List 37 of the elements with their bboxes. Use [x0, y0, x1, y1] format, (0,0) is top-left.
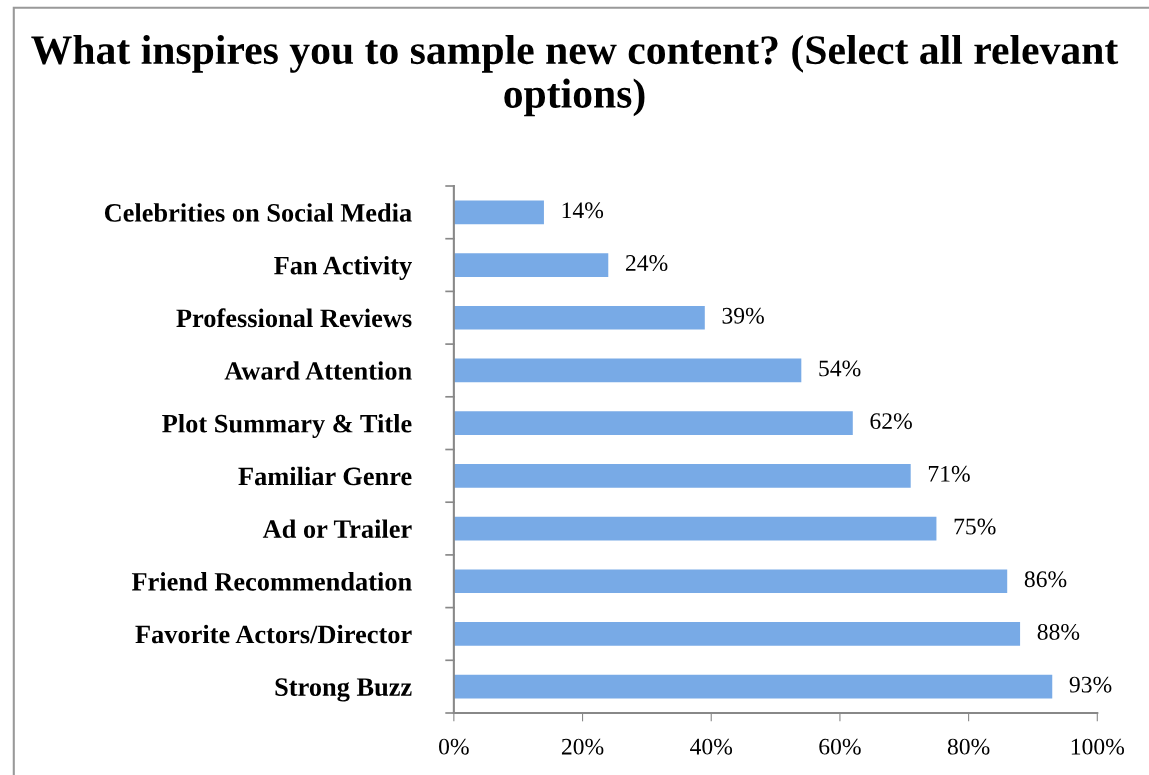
data-label: 93% — [1069, 676, 1112, 693]
y-tick-label: Celebrities on Social Media — [104, 203, 412, 222]
y-tick-label: Friend Recommendation — [131, 572, 412, 591]
bar — [453, 516, 937, 541]
y-tick-label: Familiar Genre — [238, 466, 412, 486]
data-label: 14% — [562, 202, 604, 219]
chart-title: What inspires you to sample new content? (Select all relevant options) — [31, 34, 1119, 117]
data-label: 88% — [1037, 623, 1080, 640]
x-tick-label: 0% — [439, 738, 469, 755]
bar — [453, 253, 609, 277]
y-tick-label: Plot Summary & Title — [162, 413, 412, 438]
data-label: 62% — [870, 413, 912, 430]
x-tick-label: 80% — [947, 738, 990, 755]
bar — [453, 674, 1053, 699]
y-tick-label: Fan Activity — [274, 255, 412, 280]
bar — [453, 305, 705, 330]
y-tick-label: Favorite Actors/Director — [135, 624, 412, 644]
data-label: 39% — [722, 307, 764, 324]
x-tick-label: 60% — [819, 738, 861, 755]
x-tick-label: 100% — [1071, 738, 1125, 755]
bar — [453, 622, 1021, 646]
data-label: 71% — [928, 465, 970, 482]
data-label: 75% — [954, 518, 996, 535]
bar — [453, 569, 1008, 594]
x-tick-label: 20% — [561, 738, 604, 755]
data-label: 54% — [819, 360, 861, 377]
bar — [453, 358, 802, 383]
bar — [453, 411, 853, 436]
data-label: 24% — [625, 255, 668, 272]
x-tick-label: 40% — [690, 738, 733, 755]
bar — [453, 200, 544, 225]
y-tick-label: Award Attention — [224, 361, 412, 380]
data-label: 86% — [1024, 571, 1067, 588]
y-tick-label: Strong Buzz — [275, 678, 412, 702]
bar — [453, 463, 911, 488]
y-tick-label: Professional Reviews — [176, 308, 412, 328]
y-tick-label: Ad or Trailer — [262, 519, 412, 538]
